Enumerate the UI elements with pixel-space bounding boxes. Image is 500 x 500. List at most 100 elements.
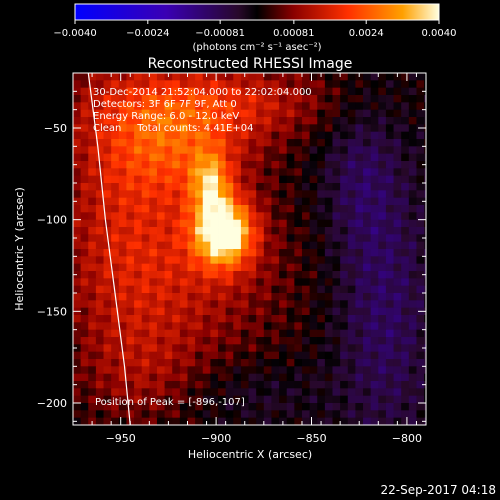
heatmap-cell [88,293,97,301]
heatmap-cell [355,102,364,111]
heatmap-cell [95,183,104,191]
heatmap-cell [378,131,387,140]
heatmap-cell [363,117,372,125]
heatmap-cell [355,271,364,279]
heatmap-cell [88,322,97,331]
heatmap-cell [95,139,104,147]
heatmap-cell [317,403,326,411]
heatmap-cell [179,183,188,191]
heatmap-cell [225,366,234,375]
heatmap-cell [317,146,326,155]
heatmap-cell [378,190,387,199]
heatmap-cell [408,234,417,243]
heatmap-cell [240,139,249,147]
heatmap-cell [134,139,143,147]
heatmap-cell [149,109,158,118]
heatmap-cell [172,278,181,287]
heatmap-cell [271,315,280,323]
heatmap-cell [118,73,127,81]
heatmap-cell [324,161,333,169]
heatmap-cell [340,381,349,389]
heatmap-cell [401,307,410,316]
heatmap-cell [80,293,89,301]
heatmap-cell [80,80,89,89]
heatmap-cell [195,315,204,323]
heatmap-cell [347,278,356,287]
heatmap-cell [111,102,120,111]
heatmap-cell [141,315,150,323]
heatmap-cell [385,329,394,338]
heatmap-cell [156,95,165,103]
heatmap-cell [179,124,188,133]
heatmap-cell [141,285,150,294]
heatmap-cell [126,234,135,243]
heatmap-cell [378,183,387,191]
heatmap-cell [225,373,234,382]
heatmap-cell [80,322,89,331]
heatmap-cell [378,234,387,243]
heatmap-cell [279,80,288,89]
heatmap-cell [271,109,280,118]
heatmap-cell [424,212,426,221]
heatmap-cell [271,183,280,191]
heatmap-cell [286,227,295,235]
heatmap-cell [126,197,135,206]
heatmap-cell [149,241,158,250]
heatmap-cell [416,249,425,257]
heatmap-cell [218,219,227,228]
heatmap-cell [111,322,120,331]
heatmap-cell [347,168,356,177]
heatmap-cell [393,241,402,250]
heatmap-cell [172,161,181,169]
heatmap-cell [332,73,341,81]
heatmap-cell [309,366,318,375]
heatmap-cell [218,417,227,425]
heatmap-cell [263,161,272,169]
heatmap-cell [164,293,173,301]
heatmap-cell [149,293,158,301]
heatmap-cell [263,344,272,353]
heatmap-cell [187,205,196,213]
heatmap-cell [432,183,440,191]
heatmap-cell [424,337,426,345]
heatmap-cell [118,124,127,133]
heatmap-cell [233,249,242,257]
heatmap-cell [225,168,234,177]
heatmap-cell [301,285,310,294]
heatmap-cell [332,183,341,191]
heatmap-cell [370,227,379,235]
heatmap-cell [164,271,173,279]
heatmap-cell [134,131,143,140]
heatmap-cell [111,410,120,419]
heatmap-cell [118,388,127,397]
heatmap-cell [149,117,158,125]
heatmap-cell [432,381,440,389]
heatmap-cell [324,175,333,184]
heatmap-cell [88,175,97,184]
heatmap-cell [118,139,127,147]
heatmap-cell [126,256,135,265]
heatmap-cell [103,73,112,81]
heatmap-cell [408,197,417,206]
heatmap-cell [80,271,89,279]
heatmap-cell [233,388,242,397]
heatmap-cell [309,293,318,301]
heatmap-cell [141,205,150,213]
heatmap-cell [271,256,280,265]
heatmap-cell [134,102,143,111]
heatmap-cell [240,307,249,316]
heatmap-cell [309,278,318,287]
heatmap-cell [317,344,326,353]
heatmap-cell [88,168,97,177]
heatmap-cell [378,161,387,169]
heatmap-cell [248,256,257,265]
heatmap-cell [164,153,173,162]
heatmap-cell [111,329,120,338]
heatmap-cell [88,337,97,345]
heatmap-cell [88,219,97,228]
heatmap-cell [370,410,379,419]
colorbar-tick-label: −0.0024 [126,28,169,39]
heatmap-cell [248,263,257,272]
heatmap-cell [271,73,280,81]
heatmap-cell [134,153,143,162]
